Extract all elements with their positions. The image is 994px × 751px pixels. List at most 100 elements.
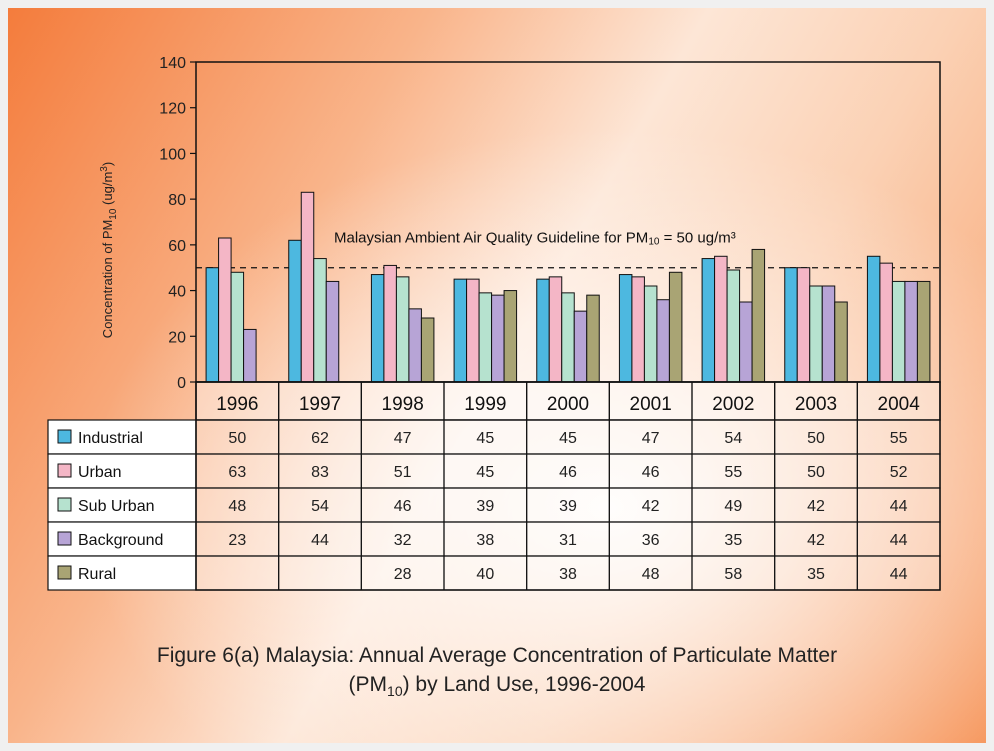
bar-rural — [668, 271, 683, 383]
bar-background — [573, 310, 588, 383]
guideline-label: Malaysian Ambient Air Quality Guideline … — [334, 230, 736, 248]
table-frame — [195, 381, 941, 591]
table-cell-value: 46 — [394, 498, 412, 515]
bar-background — [408, 308, 422, 383]
y-axis-label: Concentration of PM10 (ug/m3) — [99, 162, 119, 338]
table-cell-value: 47 — [642, 430, 660, 447]
bar-urban — [548, 276, 563, 383]
bar-background — [656, 299, 670, 383]
bar-rural — [503, 290, 518, 383]
caption-line-1: Figure 6(a) Malaysia: Annual Average Con… — [156, 644, 838, 667]
legend-label: Rural — [78, 566, 116, 583]
y-tick-label: 100 — [159, 146, 186, 163]
bar-industrial — [370, 274, 385, 383]
legend-swatch — [57, 463, 72, 478]
legend-swatch — [57, 497, 72, 512]
table-cell-value: 39 — [476, 498, 494, 515]
table-cell-value: 54 — [311, 498, 329, 515]
table-cell-value: 48 — [642, 566, 660, 583]
y-tick-label: 120 — [159, 101, 186, 118]
figure-panel: 0 20 40 60 80 100 120 140 Concentration of PM10 … — [8, 8, 986, 743]
data-row — [195, 419, 941, 455]
bar-industrial — [701, 258, 716, 383]
bar-background — [491, 294, 505, 383]
table-cell-value: 42 — [807, 498, 825, 515]
caption-line-2: (PM10) by Land Use, 1996-2004 — [8, 670, 986, 706]
table-cell-value: 62 — [311, 430, 329, 447]
bar-sub-urban — [891, 280, 906, 383]
table-cell-value: 35 — [724, 532, 742, 549]
table-cell-value: 44 — [890, 498, 908, 515]
table-cell-value: 46 — [642, 464, 660, 481]
bar-urban — [631, 276, 645, 383]
table-cell-value: 31 — [559, 532, 577, 549]
bar-industrial — [453, 278, 468, 383]
table-cell-value: 40 — [476, 566, 494, 583]
bar-sub-urban — [561, 292, 575, 383]
caption-line-2-suffix: ) by Land Use, 1996-2004 — [402, 673, 646, 696]
table-cell-value: 63 — [228, 464, 246, 481]
table-cell-value: 44 — [890, 566, 908, 583]
bar-sub-urban — [726, 269, 741, 383]
pm10-chart: 0 20 40 60 80 100 120 140 Concentration of PM10 … — [47, 55, 941, 591]
bar-rural — [916, 280, 931, 383]
legend-label: Industrial — [78, 430, 143, 447]
bar-rural — [834, 301, 848, 383]
bar-rural — [420, 317, 435, 383]
table-cell-value: 48 — [228, 498, 246, 515]
legend-label: Background — [78, 532, 163, 549]
bar-sub-urban — [809, 285, 823, 383]
table-cell-value: 38 — [559, 566, 577, 583]
legend-cell — [47, 555, 197, 591]
bar-background — [739, 301, 753, 383]
bar-background — [821, 285, 836, 383]
table-cell-value: 32 — [394, 532, 412, 549]
table-cell-value: 44 — [890, 532, 908, 549]
y-tick-label: 20 — [168, 329, 186, 346]
table-cell-value: 42 — [807, 532, 825, 549]
table-cell-value: 38 — [476, 532, 494, 549]
legend-label: Sub Urban — [78, 498, 155, 515]
table-cell-value: 52 — [890, 464, 908, 481]
bar-urban — [300, 191, 315, 383]
year-label: 1998 — [382, 394, 424, 415]
table-cell-value: 55 — [724, 464, 742, 481]
legend-cell — [47, 453, 197, 489]
year-label: 1997 — [299, 394, 341, 415]
bar-background — [904, 280, 918, 383]
bar-sub-urban — [313, 258, 327, 383]
bar-rural — [586, 294, 600, 383]
table-cell-value: 36 — [642, 532, 660, 549]
table-cell-value: 50 — [228, 430, 246, 447]
table-cell-value: 39 — [559, 498, 577, 515]
caption-line-2-sub: 10 — [387, 683, 403, 700]
table-cell-value: 83 — [311, 464, 329, 481]
bar-urban — [383, 264, 397, 383]
table-cell-value: 45 — [476, 464, 494, 481]
table-cell-value: 49 — [724, 498, 742, 515]
y-tick-label: 60 — [168, 238, 186, 255]
y-tick-label: 0 — [177, 375, 186, 392]
table-cell-value: 44 — [311, 532, 329, 549]
table-cell-value: 28 — [394, 566, 412, 583]
bar-industrial — [288, 239, 302, 383]
bar-industrial — [536, 278, 550, 383]
bar-industrial — [784, 267, 798, 383]
bar-background — [243, 328, 257, 383]
table-cell-value: 50 — [807, 430, 825, 447]
legend-label: Urban — [78, 464, 122, 481]
year-label: 2000 — [547, 394, 589, 415]
year-label: 2004 — [878, 394, 921, 415]
bar-sub-urban — [230, 271, 245, 383]
bar-sub-urban — [643, 285, 658, 383]
bar-background — [325, 280, 340, 383]
y-tick-label: 40 — [168, 284, 186, 301]
table-cell-value: 50 — [807, 464, 825, 481]
year-label: 1999 — [464, 394, 506, 415]
bar-urban — [796, 267, 811, 383]
table-cell-value: 54 — [724, 430, 742, 447]
bar-sub-urban — [478, 292, 493, 383]
legend-cell — [47, 521, 197, 557]
bar-urban — [714, 255, 728, 383]
table-cell-value: 42 — [642, 498, 660, 515]
